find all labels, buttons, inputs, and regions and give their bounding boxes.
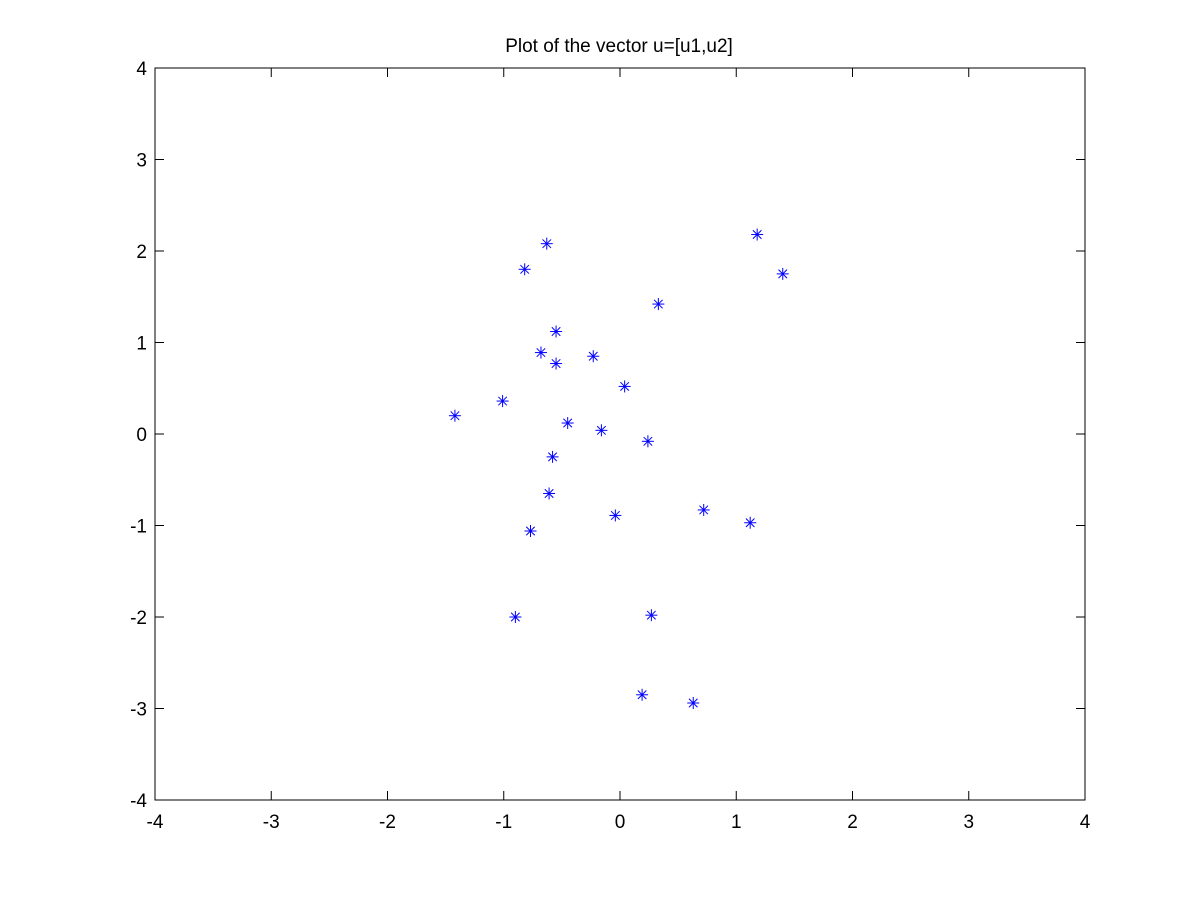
chart-title: Plot of the vector u=[u1,u2] [505, 36, 733, 57]
x-tick-label: 2 [847, 812, 858, 833]
data-point [751, 228, 764, 241]
data-point [636, 688, 649, 701]
data-point [618, 380, 631, 393]
x-tick-label: 4 [1080, 812, 1091, 833]
data-point [509, 611, 522, 623]
x-axis: -4 -3 -2 -1 0 1 2 3 4 [147, 68, 1091, 833]
y-tick-label: -1 [130, 517, 147, 538]
data-point [645, 609, 658, 622]
x-tick-label: 3 [963, 812, 974, 833]
data-point [652, 298, 665, 311]
data-point [641, 435, 654, 448]
data-point [609, 509, 622, 522]
data-point [776, 267, 789, 280]
y-tick-label: 3 [136, 151, 147, 172]
data-point [697, 503, 710, 516]
y-tick-label: 2 [136, 242, 147, 263]
y-axis: -4 -3 -2 -1 0 1 2 3 4 [130, 59, 1085, 812]
plot-area [154, 67, 1086, 801]
data-point [687, 697, 700, 710]
data-point [595, 424, 608, 437]
data-point [534, 346, 547, 359]
y-tick-label: -4 [130, 791, 147, 812]
data-point [744, 516, 757, 529]
x-tick-label: 0 [615, 812, 626, 833]
x-tick-label: -2 [379, 812, 396, 833]
data-point [518, 263, 531, 276]
x-tick-label: -4 [147, 812, 164, 833]
data-point [496, 395, 509, 408]
data-point [543, 487, 556, 500]
x-tick-label: 1 [731, 812, 742, 833]
data-point [546, 450, 559, 463]
x-tick-label: -3 [263, 812, 280, 833]
data-point [561, 417, 574, 430]
data-series [448, 228, 789, 710]
x-tick-label: -1 [495, 812, 512, 833]
y-tick-label: 1 [136, 334, 147, 355]
y-tick-label: 0 [136, 425, 147, 446]
data-point [550, 357, 563, 370]
y-tick-label: 4 [136, 59, 147, 80]
data-point [524, 524, 537, 537]
y-tick-label: -3 [130, 700, 147, 721]
data-point [448, 409, 461, 422]
y-tick-label: -2 [130, 608, 147, 629]
data-point [550, 325, 563, 338]
data-point [540, 237, 553, 250]
data-point [587, 350, 600, 363]
